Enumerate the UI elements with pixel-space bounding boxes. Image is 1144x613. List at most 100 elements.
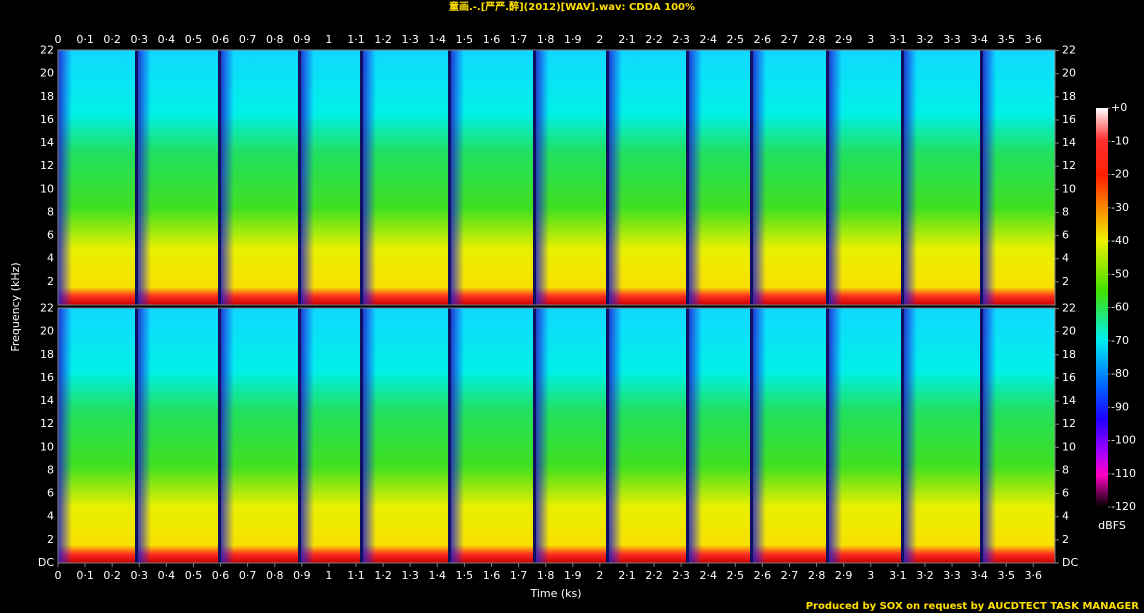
x-tick-label: 3·2: [916, 33, 934, 46]
y-tick-label: 8: [1062, 205, 1069, 218]
x-tick-label: 3·3: [943, 33, 961, 46]
x-tick-label: 3·1: [889, 569, 907, 582]
track-edge: [608, 50, 622, 305]
track-edge: [828, 308, 842, 563]
track-edge: [535, 308, 549, 563]
y-tick-label: 12: [1062, 417, 1076, 430]
track-gap: [218, 50, 221, 305]
x-tick-label: 2: [596, 569, 603, 582]
y-tick-label: 10: [1062, 182, 1076, 195]
track-gap: [686, 308, 689, 563]
track-edge: [137, 308, 151, 563]
x-axis-label: Time (ks): [529, 587, 581, 600]
y-tick-label: 20: [1062, 67, 1076, 80]
x-tick-label: 1: [325, 33, 332, 46]
y-tick-label: 6: [1062, 487, 1069, 500]
x-tick-label: 1·4: [429, 569, 447, 582]
y-tick-label: 16: [1062, 113, 1076, 126]
x-tick-label: 1·1: [347, 33, 365, 46]
track-gap: [606, 50, 609, 305]
x-tick-label: 1·3: [401, 569, 419, 582]
colorbar-tick-label: -10: [1111, 134, 1129, 147]
y-tick-label: 8: [1062, 463, 1069, 476]
x-tick-label: 0·9: [293, 569, 311, 582]
track-gap: [826, 308, 829, 563]
panel-frame: [57, 49, 1056, 306]
x-tick-label: 0·4: [158, 569, 176, 582]
track-gap: [980, 50, 983, 305]
track-gap: [750, 50, 753, 305]
y-tick-label: 16: [1062, 371, 1076, 384]
colorbar-tick-label: -70: [1111, 334, 1129, 347]
x-tick-label: 1·9: [564, 33, 582, 46]
y-tick-label: 10: [40, 440, 54, 453]
x-tick-label: 0: [55, 33, 62, 46]
x-tick-label: 2·9: [835, 569, 853, 582]
track-edge: [828, 50, 842, 305]
y-tick-label: 10: [1062, 440, 1076, 453]
x-tick-label: 1·2: [374, 33, 392, 46]
x-tick-label: 1·4: [429, 33, 447, 46]
track-edge: [752, 50, 766, 305]
y-tick-label: 4: [47, 252, 54, 265]
track-gap: [533, 308, 536, 563]
x-tick-label: 1·6: [483, 33, 501, 46]
track-gap: [360, 50, 363, 305]
track-gap: [686, 50, 689, 305]
y-tick-label: 14: [40, 394, 54, 407]
track-gap: [901, 308, 904, 563]
x-tick-label: 3·6: [1025, 569, 1043, 582]
x-tick-label: 3·3: [943, 569, 961, 582]
colorbar-tick-label: +0: [1111, 101, 1127, 114]
track-gap: [533, 50, 536, 305]
track-edge: [688, 50, 702, 305]
y-tick-label: 18: [40, 90, 54, 103]
colorbar-tick-label: -80: [1111, 367, 1129, 380]
x-tick-label: 2·4: [699, 569, 717, 582]
x-tick-label: 1·5: [456, 569, 474, 582]
colorbar-label: dBFS: [1098, 519, 1126, 532]
x-tick-label: 2·4: [699, 33, 717, 46]
x-tick-label: 1·5: [456, 33, 474, 46]
y-axis-label: Frequency (kHz): [9, 262, 22, 351]
track-gap: [298, 50, 301, 305]
x-tick-label: 0·7: [239, 33, 257, 46]
track-gap: [606, 308, 609, 563]
x-tick-label: 3·4: [970, 33, 988, 46]
colorbar-tick-label: -90: [1111, 400, 1129, 413]
y-tick-label: 14: [1062, 394, 1076, 407]
track-edge: [58, 50, 72, 305]
x-tick-label: 0·8: [266, 33, 284, 46]
y-tick-label: 18: [1062, 348, 1076, 361]
x-tick-label: 1·8: [537, 569, 555, 582]
track-edge: [137, 50, 151, 305]
x-tick-label: 3·1: [889, 33, 907, 46]
y-tick-label: 6: [47, 229, 54, 242]
track-edge: [58, 308, 72, 563]
y-tick-label: DC: [38, 556, 54, 569]
y-tick-label: 2: [47, 275, 54, 288]
x-tick-label: 1·1: [347, 569, 365, 582]
track-edge: [903, 308, 917, 563]
track-edge: [450, 50, 464, 305]
x-tick-label: 2·6: [754, 33, 772, 46]
x-tick-label: 2·8: [808, 33, 826, 46]
track-gap: [298, 308, 301, 563]
y-tick-label: 14: [1062, 136, 1076, 149]
x-tick-label: 1·2: [374, 569, 392, 582]
x-tick-label: 0·7: [239, 569, 257, 582]
x-tick-label: 0·6: [212, 33, 230, 46]
track-edge: [982, 308, 996, 563]
x-tick-label: 2·5: [727, 33, 745, 46]
x-tick-label: 2·8: [808, 569, 826, 582]
y-tick-label: 4: [1062, 510, 1069, 523]
track-edge: [982, 50, 996, 305]
colorbar-tick-label: -120: [1111, 500, 1136, 513]
y-tick-label: 4: [47, 510, 54, 523]
x-tick-label: 0·2: [103, 569, 121, 582]
colorbar-tick-label: -20: [1111, 168, 1129, 181]
y-tick-label: 22: [1062, 44, 1076, 57]
x-tick-label: 1·7: [510, 33, 528, 46]
x-tick-label: 0·8: [266, 569, 284, 582]
